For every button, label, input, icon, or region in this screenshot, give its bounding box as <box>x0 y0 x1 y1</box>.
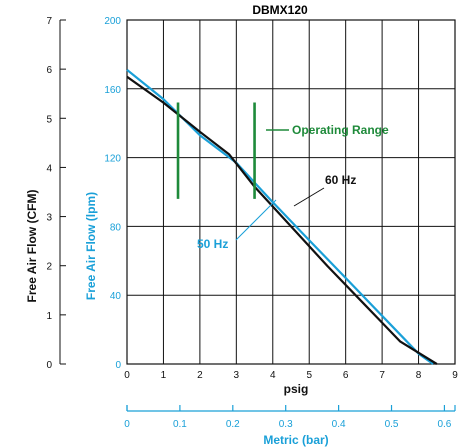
lpm-tick-label: 0 <box>115 360 121 371</box>
y-axis-label-lpm: Free Air Flow (lpm) <box>84 192 98 300</box>
cfm-tick-label: 5 <box>46 114 52 125</box>
psig-axis: 0 1 2 3 4 5 6 7 8 9 <box>124 370 458 381</box>
y-axis-label-cfm: Free Air Flow (CFM) <box>25 190 39 303</box>
metric-tick-label: 0.6 <box>437 419 451 430</box>
cfm-tick-label: 3 <box>46 213 52 224</box>
series-label-50hz: 50 Hz <box>197 237 228 251</box>
x-axis-label-psig: psig <box>284 382 309 396</box>
psig-tick-label: 4 <box>270 370 276 381</box>
series-line-50hz <box>126 69 434 365</box>
cfm-tick-label: 1 <box>46 311 52 322</box>
metric-tick-label: 0.1 <box>173 419 187 430</box>
cfm-tick-label: 6 <box>46 65 52 76</box>
operating-range-layer <box>176 102 256 199</box>
metric-tick-label: 0.3 <box>279 419 293 430</box>
metric-bar-axis: 0 0.1 0.2 0.3 0.4 0.5 0.6 <box>124 405 456 430</box>
series-label-50hz-pointer <box>235 199 277 241</box>
lpm-tick-label: 200 <box>104 16 121 27</box>
cfm-tick-label: 7 <box>46 16 52 27</box>
grid <box>126 19 456 365</box>
psig-tick-label: 7 <box>379 370 385 381</box>
psig-tick-label: 3 <box>234 370 240 381</box>
lpm-tick-label: 80 <box>110 222 122 233</box>
psig-tick-label: 1 <box>161 370 167 381</box>
lpm-tick-label: 40 <box>110 291 122 302</box>
cfm-tick-label: 2 <box>46 262 52 273</box>
psig-tick-label: 2 <box>197 370 203 381</box>
lpm-tick-label: 120 <box>104 154 121 165</box>
metric-tick-label: 0.5 <box>385 419 399 430</box>
operating-range-label: Operating Range <box>292 123 389 137</box>
x-axis-label-metric: Metric (bar) <box>263 433 328 447</box>
psig-tick-label: 8 <box>416 370 422 381</box>
lpm-axis: 0 40 80 120 160 200 <box>104 16 121 371</box>
cfm-axis: 0 1 2 3 4 5 6 7 <box>46 16 66 371</box>
cfm-tick-label: 4 <box>46 163 52 174</box>
psig-tick-label: 5 <box>306 370 312 381</box>
metric-tick-label: 0.2 <box>226 419 240 430</box>
psig-tick-label: 6 <box>343 370 349 381</box>
chart-title: DBMX120 <box>252 3 308 17</box>
psig-tick-label: 9 <box>452 370 458 381</box>
metric-tick-label: 0 <box>124 419 130 430</box>
lpm-tick-label: 160 <box>104 85 121 96</box>
plot-border <box>126 19 456 365</box>
metric-tick-label: 0.4 <box>332 419 346 430</box>
cfm-tick-label: 0 <box>46 360 52 371</box>
series-line-60hz <box>126 75 438 365</box>
series-label-60hz: 60 Hz <box>325 173 356 187</box>
psig-tick-label: 0 <box>124 370 130 381</box>
series-label-60hz-pointer <box>293 187 325 207</box>
series-layer <box>126 69 438 365</box>
